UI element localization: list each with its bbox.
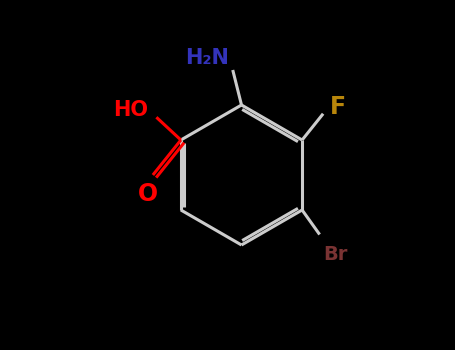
Text: Br: Br — [323, 245, 348, 264]
Text: F: F — [330, 95, 346, 119]
Text: HO: HO — [113, 100, 147, 120]
Text: H₂N: H₂N — [185, 48, 229, 68]
Text: O: O — [137, 182, 158, 206]
